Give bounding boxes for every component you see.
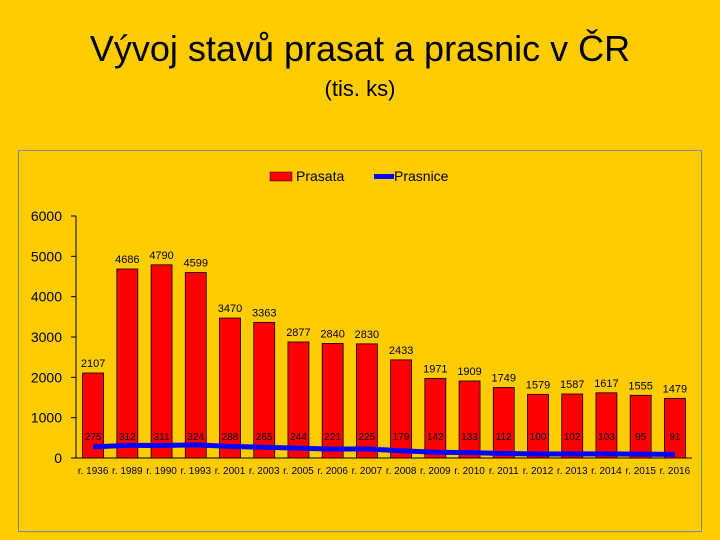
line-value-label: 100: [530, 432, 547, 443]
bar-prasata: [321, 343, 344, 459]
y-tick-label: 1000: [31, 410, 62, 426]
bar-value-label: 1971: [423, 364, 447, 376]
line-value-label: 102: [564, 432, 581, 443]
bar-value-label: 2433: [389, 345, 413, 357]
bar-prasata: [219, 317, 241, 459]
x-tick-label: r. 1936: [78, 466, 109, 477]
legend-swatch-prasnice: [374, 174, 394, 179]
bar-prasata: [355, 343, 378, 459]
bar-prasata: [458, 380, 481, 459]
slide-subtitle: (tis. ks): [324, 76, 396, 101]
line-value-label: 103: [598, 432, 615, 443]
bar-prasata: [629, 394, 652, 459]
bar-value-label: 1555: [628, 380, 652, 392]
line-value-label: 311: [154, 432, 170, 443]
line-value-label: 288: [222, 432, 239, 443]
bar-value-label: 1909: [457, 366, 481, 378]
y-tick-label: 6000: [31, 208, 62, 224]
line-value-label: 221: [324, 432, 341, 443]
x-tick-label: r. 2007: [352, 466, 383, 477]
x-tick-label: r. 1990: [146, 466, 177, 477]
bar-value-label: 1749: [492, 372, 516, 384]
y-tick-label: 2000: [31, 369, 62, 385]
bar-prasata: [595, 392, 618, 459]
x-tick-label: r. 2009: [420, 466, 451, 477]
bar-prasata: [116, 268, 139, 459]
bar-value-label: 1617: [594, 378, 618, 390]
bar-value-label: 4599: [184, 258, 208, 270]
bar-value-label: 4790: [149, 250, 173, 262]
bar-value-label: 1579: [526, 379, 550, 391]
legend-swatch-prasata: [269, 171, 293, 182]
line-value-label: 133: [461, 432, 478, 443]
bar-prasata: [527, 393, 549, 459]
x-tick-label: r. 2013: [557, 466, 588, 477]
x-tick-label: r. 2014: [591, 466, 622, 477]
bar-prasata: [150, 264, 173, 459]
bar-value-label: 4686: [115, 254, 139, 266]
x-tick-label: r. 2001: [215, 466, 246, 477]
bar-value-label: 2840: [320, 328, 344, 340]
y-tick-label: 5000: [31, 248, 62, 264]
bar-prasata: [492, 387, 515, 459]
x-tick-label: r. 2003: [249, 466, 280, 477]
x-tick-label: r. 2006: [317, 466, 348, 477]
bar-line-chart: Prasata Prasnice 0 1000 2000 3000 4000 5000 60…: [18, 150, 702, 532]
bar-value-label: 2107: [81, 358, 105, 370]
line-value-label: 265: [256, 432, 273, 443]
bar-prasata: [424, 378, 447, 459]
x-tick-label: r. 1993: [180, 466, 211, 477]
y-tick-label: 3000: [31, 329, 62, 345]
y-tick-label: 4000: [31, 289, 62, 305]
bar-prasata: [184, 272, 207, 459]
line-value-label: 312: [119, 432, 136, 443]
x-tick-label: r. 2015: [625, 466, 656, 477]
chart-legend: Prasata Prasnice: [269, 168, 449, 184]
line-value-label: 179: [393, 432, 410, 443]
bar-prasata: [253, 321, 276, 459]
line-value-label: 225: [359, 432, 376, 443]
bar-prasata: [663, 397, 686, 459]
bar-value-label: 1587: [560, 379, 584, 391]
line-value-label: 142: [427, 432, 444, 443]
series-line-prasnice: [93, 442, 675, 457]
x-tick-label: r. 2011: [489, 466, 519, 477]
line-value-label: 112: [496, 432, 512, 443]
x-tick-label: r. 2010: [454, 466, 485, 477]
x-tick-label: r. 2012: [523, 466, 554, 477]
bar-prasata: [82, 372, 105, 459]
line-value-label: 244: [290, 432, 307, 443]
y-tick-label: 0: [54, 450, 62, 466]
bar-prasata: [287, 341, 310, 459]
bar-value-label: 2877: [286, 327, 310, 339]
x-tick-label: r. 2008: [386, 466, 417, 477]
bar-value-label: 2830: [355, 329, 379, 341]
line-value-label: 275: [85, 432, 102, 443]
legend-label-prasata: Prasata: [296, 168, 344, 184]
x-tick-label: r. 2016: [660, 466, 691, 477]
x-tick-label: r. 1989: [112, 466, 143, 477]
line-value-label: 324: [187, 432, 204, 443]
x-tick-label: r. 2005: [283, 466, 314, 477]
chart-area: Prasata Prasnice 0 1000 2000 3000 4000 5000 60…: [18, 150, 702, 532]
bar-prasata: [561, 393, 584, 459]
slide-title: Vývoj stavů prasat a prasnic v ČR: [89, 28, 631, 69]
line-value-label: 91: [669, 432, 681, 443]
bar-value-label: 1479: [663, 383, 687, 395]
line-value-label: 95: [635, 432, 647, 443]
bar-prasata: [390, 359, 413, 459]
bar-value-label: 3470: [218, 303, 242, 315]
legend-label-prasnice: Prasnice: [394, 168, 449, 184]
bar-value-label: 3363: [252, 307, 276, 319]
